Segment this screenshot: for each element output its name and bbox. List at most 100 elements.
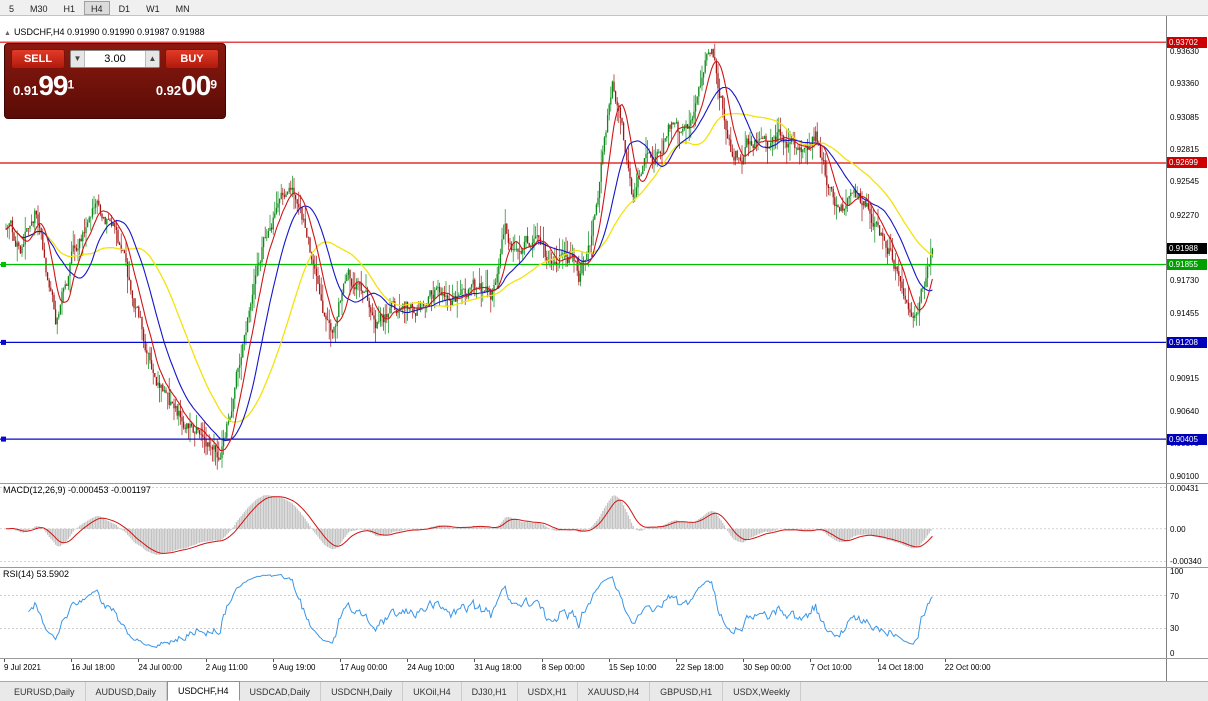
time-axis-tick [944,659,946,662]
sell-button[interactable]: SELL [11,49,65,69]
one-click-trading-panel: SELL ▼ 3.00 ▲ BUY 0.91991 0.920 [4,43,226,119]
chart-tab-usdcad-daily[interactable]: USDCAD,Daily [240,682,322,701]
timeframe-button-d1[interactable]: D1 [118,3,131,14]
time-axis-tick [340,659,341,662]
ask-price-point: 9 [210,77,217,92]
price-axis-label: 0.90640 [1170,406,1199,416]
macd-axis-label: 0.00 [1170,524,1186,534]
bid-price[interactable]: 0.91991 [13,72,75,100]
time-axis-label: 9 Aug 19:00 [272,663,316,672]
time-axis-tick [608,659,610,662]
rsi-axis-label: 30 [1170,624,1179,634]
chart-tab-eurusd-daily[interactable]: EURUSD,Daily [4,682,86,701]
time-axis-label: 22 Sep 18:00 [676,663,724,672]
panel-divider[interactable] [0,658,1208,659]
price-axis-label: 0.90100 [1170,471,1199,481]
chart-header-text: USDCHF,H4 0.91990 0.91990 0.91987 0.9198… [13,27,205,37]
time-axis-label: 31 Aug 18:00 [474,663,522,672]
main-chart-canvas[interactable] [0,16,1166,483]
main-chart-panel: ▲ USDCHF,H4 0.91990 0.91990 0.91987 0.919… [0,16,1166,483]
bid-ask-row: 0.91991 0.92009 [11,70,219,101]
chart-tab-audusd-daily[interactable]: AUDUSD,Daily [86,682,168,701]
volume-decrease-icon[interactable]: ▼ [71,51,85,67]
time-axis-tick [877,659,879,662]
time-axis-label: 9 Jul 2021 [4,663,41,672]
panel-divider[interactable] [0,567,1208,568]
timeframe-toolbar: 5 M30 H1 H4 D1 W1 MN [0,0,1208,16]
time-axis-tick [407,659,409,662]
chart-tab-usdx-h1[interactable]: USDX,H1 [518,682,578,701]
chart-workspace: ▲ USDCHF,H4 0.91990 0.91990 0.91987 0.919… [0,16,1208,681]
macd-label: MACD(12,26,9) -0.000453 -0.001197 [3,485,151,495]
time-axis-tick [4,659,5,662]
time-axis-label: 2 Aug 11:00 [205,663,248,672]
time-axis-label: 16 Jul 18:00 [71,663,115,672]
bid-price-major: 0.91 [13,83,39,98]
volume-stepper[interactable]: ▼ 3.00 ▲ [70,50,160,68]
timeframe-button-h1[interactable]: H1 [63,3,76,14]
rsi-axis-label: 0 [1170,649,1175,658]
chart-tab-usdcnh-daily[interactable]: USDCNH,Daily [321,682,404,701]
buy-button[interactable]: BUY [165,49,219,69]
time-axis-tick [541,659,543,662]
time-axis-label: 30 Sep 00:00 [743,663,791,672]
rsi-axis-label: 100 [1170,567,1184,576]
price-axis-label: 0.92815 [1170,144,1199,154]
chart-tabs-bar: EURUSD,Daily AUDUSD,Daily USDCHF,H4 USDCAD,… [0,681,1208,701]
chart-tab-ukoil-h4[interactable]: UKOil,H4 [403,682,462,701]
time-axis-label: 17 Aug 00:00 [340,663,388,672]
price-axis-label: 0.90915 [1170,373,1199,383]
one-click-toggle-icon[interactable]: ▲ [4,30,11,37]
timeframe-button-h4[interactable]: H4 [84,0,110,15]
ask-price-major: 0.92 [155,83,182,98]
macd-indicator-panel: MACD(12,26,9) -0.000453 -0.001197 [0,483,1166,567]
time-axis-tick [810,659,812,662]
time-axis-label: 24 Aug 10:00 [407,663,455,672]
time-axis-tick [474,659,476,662]
price-line-label: 0.92699 [1167,157,1207,169]
time-axis-tick [205,659,207,662]
timeframe-button-mn[interactable]: MN [175,3,190,14]
time-axis-label: 24 Jul 00:00 [138,663,182,672]
time-axis-label: 8 Sep 00:00 [541,663,585,672]
time-axis-tick [272,659,274,662]
rsi-indicator-panel: RSI(14) 53.5902 [0,567,1166,658]
price-axis-label: 0.92545 [1170,177,1199,187]
chart-tab-xauusd-h4[interactable]: XAUUSD,H4 [578,682,651,701]
price-line-label: 0.91855 [1167,259,1207,271]
ask-price-pips: 00 [181,70,211,101]
chart-tab-gbpusd-h1[interactable]: GBPUSD,H1 [650,682,724,701]
price-line-label: 0.91208 [1167,336,1207,348]
rsi-label: RSI(14) 53.5902 [3,569,70,579]
panel-divider[interactable] [0,483,1208,484]
volume-value[interactable]: 3.00 [104,53,126,65]
price-axis-label: 0.92270 [1170,210,1199,220]
bid-price-point: 1 [67,77,75,92]
volume-increase-icon[interactable]: ▲ [145,51,159,67]
macd-axis-label: 0.00431 [1170,483,1199,493]
price-axis-label: 0.93360 [1170,79,1199,89]
chart-tab-dj30-h1[interactable]: DJ30,H1 [462,682,518,701]
price-line-label: 0.93702 [1167,36,1207,48]
price-axis-label: 0.91455 [1170,308,1199,318]
price-axis-label: 0.93085 [1170,112,1199,122]
chart-tab-usdx-weekly[interactable]: USDX,Weekly [723,682,802,701]
time-axis-label: 7 Oct 10:00 [810,663,852,672]
chart-ohlc-header: ▲ USDCHF,H4 0.91990 0.91990 0.91987 0.919… [4,27,205,37]
ask-price[interactable]: 0.92009 [155,70,217,101]
price-axis-label: 0.93630 [1170,46,1199,56]
price-axis[interactable]: 0.93630 0.93360 0.93085 0.92815 0.92545 0.922… [1166,16,1208,681]
time-axis[interactable]: 9 Jul 2021 16 Jul 18:00 24 Jul 00:00 2 Aug … [0,658,1166,681]
rsi-axis-label: 70 [1170,591,1179,601]
rsi-canvas [0,573,1166,649]
chart-tab-usdchf-h4[interactable]: USDCHF,H4 [167,681,240,701]
macd-axis-label: -0.00340 [1170,557,1202,567]
time-axis-label: 15 Sep 10:00 [608,663,657,672]
time-axis-tick [676,659,677,662]
timeframe-button-m30[interactable]: M30 [30,3,48,14]
timeframe-button-w1[interactable]: W1 [146,3,160,14]
time-axis-label: 22 Oct 00:00 [944,663,991,672]
timeframe-button-5[interactable]: 5 [9,3,15,14]
chart-area: ▲ USDCHF,H4 0.91990 0.91990 0.91987 0.919… [0,16,1166,681]
